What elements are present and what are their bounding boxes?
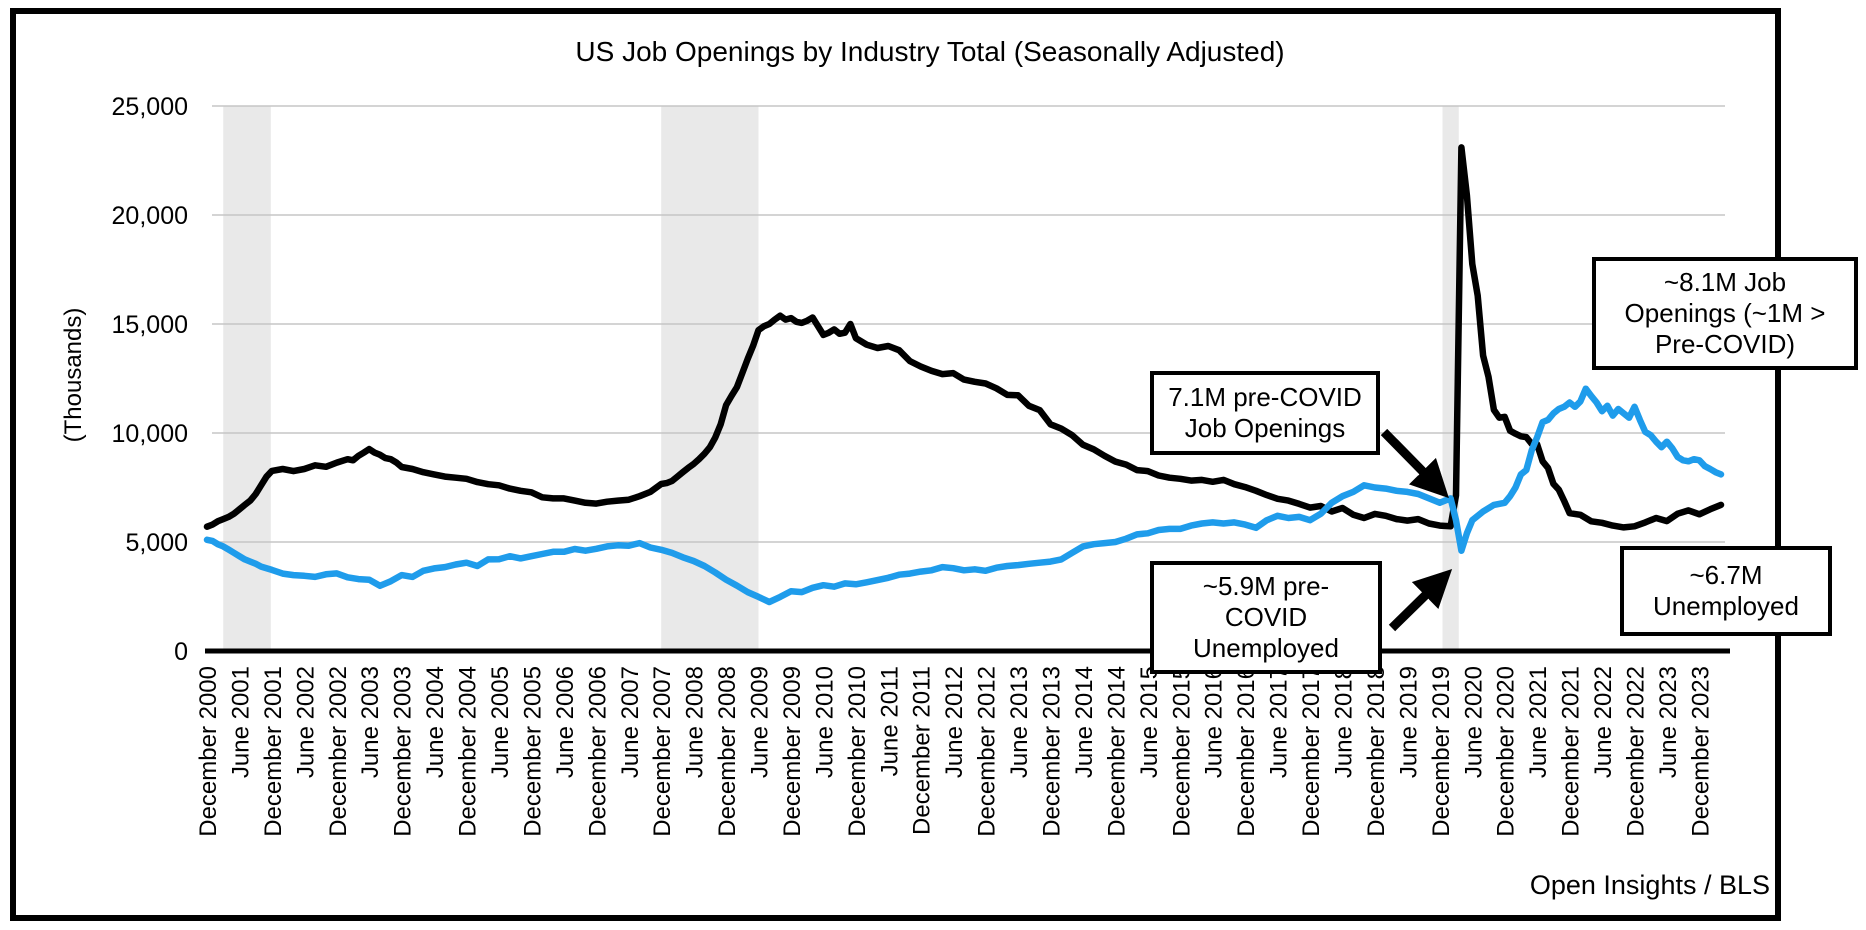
x-tick-label: December 2020	[1493, 666, 1520, 837]
x-tick-label: December 2012	[974, 666, 1001, 837]
annotation-line: Pre-COVID)	[1654, 328, 1796, 359]
annotation-current-unemployed: ~6.7M Unemployed	[1620, 546, 1832, 636]
x-tick-label: June 2019	[1395, 666, 1422, 778]
x-tick-label: December 2002	[325, 666, 352, 837]
x-tick-label: December 2019	[1428, 666, 1455, 837]
x-tick-label: June 2022	[1590, 666, 1617, 778]
x-tick-label: June 2002	[292, 666, 319, 778]
x-tick-label: June 2023	[1655, 666, 1682, 778]
y-tick-label: 5,000	[125, 529, 188, 557]
x-tick-label: December 2009	[779, 666, 806, 837]
annotation-line: Unemployed	[1653, 591, 1799, 621]
x-tick-label: December 2010	[844, 666, 871, 837]
x-tick-label: December 2001	[260, 666, 287, 837]
x-tick-label: June 2011	[876, 666, 903, 776]
annotation-line: Openings (~1M >	[1624, 298, 1826, 329]
x-tick-label: June 2013	[1006, 666, 1033, 778]
y-tick-label: 0	[174, 638, 188, 666]
x-tick-label: June 2003	[357, 666, 384, 778]
x-tick-label: December 2013	[1039, 666, 1066, 837]
y-tick-label: 20,000	[112, 202, 188, 230]
x-tick-label: December 2006	[584, 666, 611, 837]
x-tick-label: June 2017	[1266, 666, 1293, 778]
x-tick-label: December 2015	[1168, 666, 1195, 837]
x-tick-label: June 2012	[941, 666, 968, 778]
x-tick-label: December 2018	[1363, 666, 1390, 837]
x-tick-label: December 2008	[714, 666, 741, 837]
y-tick-label: 15,000	[112, 311, 188, 339]
x-tick-label: December 2021	[1558, 666, 1585, 837]
x-tick-label: June 2005	[487, 666, 514, 778]
x-tick-label: June 2006	[552, 666, 579, 778]
x-tick-label: June 2004	[422, 666, 449, 778]
x-tick-label: June 2008	[682, 666, 709, 778]
source-credit: Open Insights / BLS	[1529, 870, 1770, 900]
annotation-arrow	[1388, 569, 1453, 632]
x-tick-label: June 2001	[227, 666, 254, 778]
x-tick-label: June 2016	[1201, 666, 1228, 778]
annotation-line: 7.1M pre-COVID	[1168, 382, 1362, 413]
x-tick-label: December 2003	[390, 666, 417, 837]
x-tick-label: December 2007	[649, 666, 676, 837]
annotation-pre-covid-job-openings: 7.1M pre-COVID Job Openings	[1150, 371, 1380, 455]
chart-border	[10, 8, 1781, 921]
x-tick-label: December 2000	[195, 666, 222, 837]
annotation-line: ~6.7M	[1689, 560, 1763, 591]
annotation-line: Unemployed	[1193, 632, 1339, 663]
x-tick-label: June 2007	[617, 666, 644, 778]
job-openings-line	[203, 385, 1725, 606]
x-tick-label: June 2009	[747, 666, 774, 778]
unemployed-line	[203, 144, 1725, 531]
annotation-current-job-openings: ~8.1M Job Openings (~1M > Pre-COVID)	[1592, 257, 1858, 370]
x-tick-label: December 2005	[519, 666, 546, 837]
annotation-line: Job Openings	[1184, 413, 1346, 443]
x-tick-label: December 2014	[1103, 666, 1130, 837]
chart-title: US Job Openings by Industry Total (Seaso…	[575, 36, 1285, 67]
annotation-line: ~8.1M Job	[1663, 267, 1787, 298]
x-tick-label: December 2023	[1687, 666, 1714, 837]
annotation-arrow	[1380, 428, 1449, 499]
x-tick-label: June 2018	[1330, 666, 1357, 778]
y-tick-label: 25,000	[112, 93, 188, 121]
y-axis-title: (Thousands)	[60, 307, 87, 443]
annotation-line: ~5.9M pre-	[1202, 571, 1330, 602]
annotation-pre-covid-unemployed: ~5.9M pre- COVID Unemployed	[1150, 561, 1382, 674]
x-tick-label: December 2016	[1233, 666, 1260, 837]
x-tick-label: June 2020	[1460, 666, 1487, 778]
x-tick-label: June 2015	[1136, 666, 1163, 778]
x-tick-label: December 2004	[455, 666, 482, 837]
y-tick-label: 10,000	[112, 420, 188, 448]
x-tick-label: December 2022	[1622, 666, 1649, 837]
x-tick-label: June 2014	[1071, 666, 1098, 778]
x-tick-label: June 2021	[1525, 666, 1552, 778]
x-tick-label: December 2011	[909, 666, 936, 835]
x-tick-label: June 2010	[811, 666, 838, 778]
x-tick-label: December 2017	[1298, 666, 1325, 837]
annotation-line: COVID	[1224, 602, 1308, 633]
